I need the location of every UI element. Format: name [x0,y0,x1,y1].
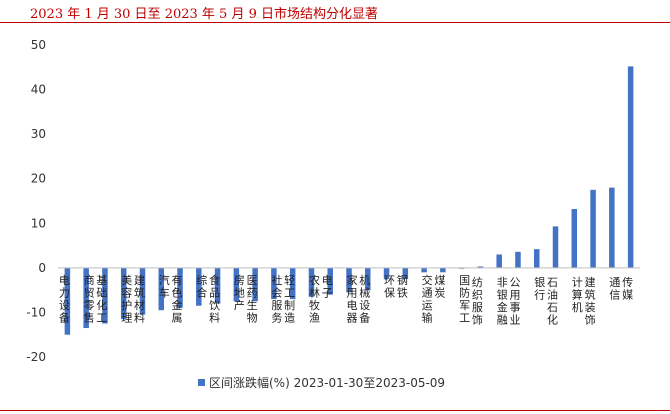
x-tick-label: 通信 [609,276,620,302]
chart-title: 2023 年 1 月 30 日至 2023 年 5 月 9 日市场结构分化显著 [30,7,378,22]
bar [477,266,484,268]
x-tick-label: 计算机 [572,276,583,314]
bar [421,267,427,273]
x-tick-label: 综合 [196,273,207,300]
x-tick-label: 钢铁 [397,274,408,300]
bar [571,209,578,268]
legend: 区间涨跌幅(%) 2023-01-30至2023-05-09 [198,375,445,390]
bar [177,267,183,308]
bars [64,66,634,335]
x-tick-label: 医药生物 [247,274,258,325]
x-tick-label: 有色金属 [172,273,183,325]
x-tick-label: 纺织服饰 [472,275,483,327]
x-tick-label: 房地产 [234,274,245,312]
x-tick-label: 建筑材料 [134,273,145,325]
bar [402,267,409,279]
bar [365,267,371,291]
bar [102,267,108,324]
y-tick-label: 50 [31,38,46,52]
bar [271,267,277,300]
bar [383,267,390,279]
x-tick-label: 煤炭 [434,274,445,300]
x-tick-label: 电力设备 [59,274,70,325]
y-tick-label: 0 [38,261,46,275]
x-tick-label: 机械设备 [359,273,370,325]
bar [533,249,540,268]
y-tick-label: 10 [31,216,46,230]
bar [440,267,446,273]
title-rule [0,22,670,23]
bar [346,267,352,293]
x-tick-label: 建筑装饰 [585,275,596,327]
x-tick-label: 农林牧渔 [309,273,320,325]
x-tick-label: 国防军工 [459,274,470,325]
bar [214,267,221,304]
bar [627,66,634,268]
bar [590,189,596,268]
bar [83,267,89,329]
x-tick-label: 商贸零售 [84,273,95,325]
x-tick-label: 食品饮料 [209,273,220,325]
bar [327,267,333,295]
bar [289,267,296,300]
x-tick-label: 非银金融 [497,276,508,327]
x-tick-label: 银行 [534,275,545,302]
y-tick-label: -20 [26,350,46,364]
x-tick-label: 石油石化 [547,276,558,327]
x-tick-label: 社会服务 [271,273,282,325]
bar [252,267,258,302]
y-tick-label: 20 [31,172,46,186]
x-tick-label: 家用电器 [347,273,358,325]
bar [139,267,146,315]
bar [120,267,127,320]
x-tick-label: 传媒 [622,276,633,302]
legend-label: 区间涨跌幅(%) 2023-01-30至2023-05-09 [209,375,445,390]
bar [496,254,502,268]
bar [64,267,71,335]
footer-rule [0,410,670,411]
bar [552,226,559,268]
bar [233,267,240,302]
legend-swatch [198,379,205,386]
x-tick-label: 基础化工 [96,274,107,325]
y-tick-label: 30 [31,127,46,141]
bar [515,251,521,268]
x-tick-label: 电子 [322,274,333,300]
x-tick-label: 汽车 [159,273,170,300]
x-tick-label: 轻工制造 [284,273,295,325]
bar [308,267,315,297]
bar [196,267,202,306]
x-tick-label: 环保 [384,274,395,300]
x-tick-label: 交通运输 [422,273,433,325]
bar [158,267,165,311]
x-tick-label: 美容护理 [121,274,132,325]
x-tick-label: 公用事业 [509,276,520,327]
y-tick-label: 40 [31,83,46,97]
y-tick-label: -10 [26,305,46,319]
bar [609,187,615,268]
y-axis: -20 -10 0 10 20 30 40 50 [26,38,46,364]
